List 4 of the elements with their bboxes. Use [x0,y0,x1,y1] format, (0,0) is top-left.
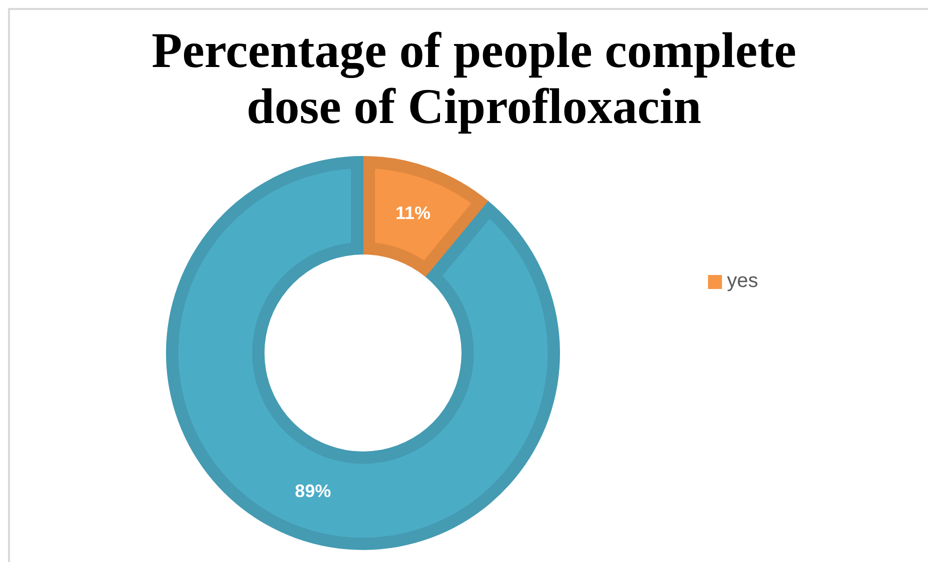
legend-label: yes [727,270,758,293]
data-label: 11% [396,202,431,223]
data-label: 89% [294,480,331,501]
chart-title: Percentage of people complete dose of Ciprofloxacin [150,22,798,134]
